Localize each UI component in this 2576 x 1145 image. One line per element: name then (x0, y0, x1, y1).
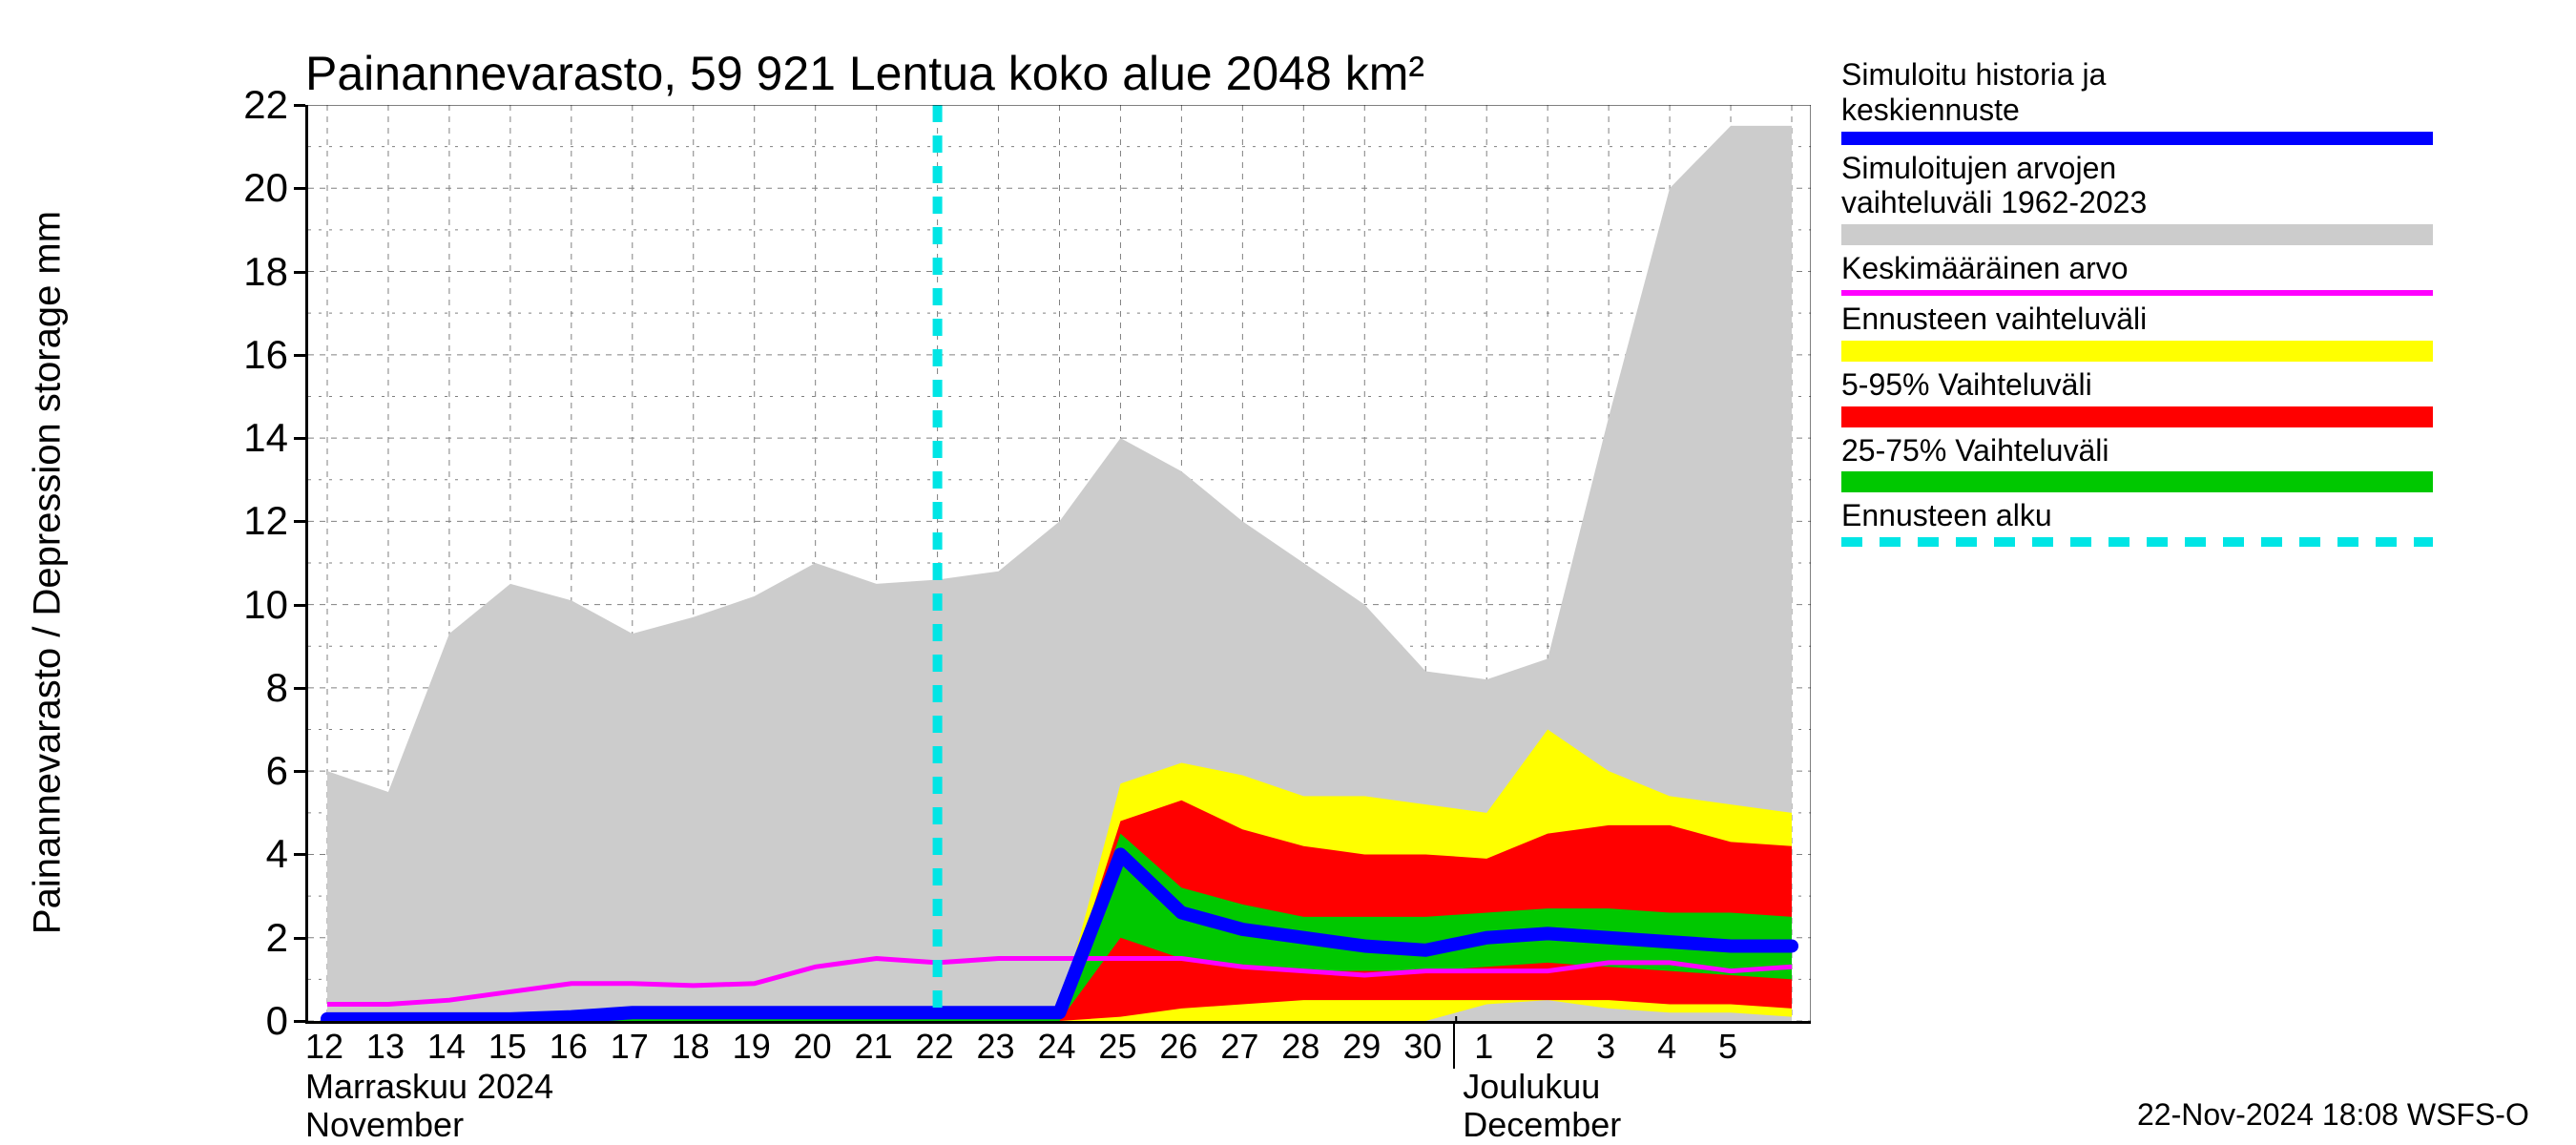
x-tick-label: 2 (1535, 1027, 1554, 1067)
x-tick-label: 20 (794, 1027, 832, 1067)
y-tick-label: 14 (0, 415, 288, 461)
legend-swatch (1841, 224, 2433, 245)
x-tick-label: 29 (1342, 1027, 1381, 1067)
legend-item: 5-95% Vaihteluväli (1841, 367, 2433, 427)
x-tick-label: 25 (1098, 1027, 1136, 1067)
chart-container: Painannevarasto / Depression storage mm … (0, 0, 2576, 1145)
legend-item: Simuloitu historia jakeskiennuste (1841, 57, 2433, 145)
x-month-label: Marraskuu 2024 (305, 1067, 553, 1107)
y-tick-label: 16 (0, 332, 288, 378)
x-tick-label: 19 (733, 1027, 771, 1067)
footer-timestamp: 22-Nov-2024 18:08 WSFS-O (2137, 1097, 2529, 1133)
y-tick-label: 20 (0, 165, 288, 211)
legend: Simuloitu historia jakeskiennusteSimuloi… (1841, 57, 2433, 552)
legend-label: Ennusteen vaihteluväli (1841, 302, 2433, 337)
legend-item: Ennusteen alku (1841, 498, 2433, 547)
x-tick-label: 26 (1159, 1027, 1197, 1067)
legend-label: vaihteluväli 1962-2023 (1841, 185, 2433, 220)
plot-svg (308, 105, 1811, 1021)
x-month-label: December (1463, 1105, 1621, 1145)
legend-label: 5-95% Vaihteluväli (1841, 367, 2433, 403)
y-tick-label: 18 (0, 249, 288, 295)
y-tick-label: 4 (0, 831, 288, 877)
legend-label: Keskimääräinen arvo (1841, 251, 2433, 286)
y-tick-label: 12 (0, 498, 288, 544)
y-tick-label: 0 (0, 998, 288, 1044)
x-tick-label: 24 (1037, 1027, 1075, 1067)
legend-item: Simuloitujen arvojenvaihteluväli 1962-20… (1841, 151, 2433, 246)
y-axis-title: Painannevarasto / Depression storage mm (27, 211, 70, 934)
x-tick-label: 5 (1718, 1027, 1737, 1067)
x-tick-label: 15 (488, 1027, 527, 1067)
x-tick-label: 18 (672, 1027, 710, 1067)
x-tick-label: 30 (1403, 1027, 1442, 1067)
y-tick-label: 6 (0, 748, 288, 794)
x-month-label: November (305, 1105, 464, 1145)
chart-title: Painannevarasto, 59 921 Lentua koko alue… (305, 46, 1424, 101)
legend-swatch (1841, 406, 2433, 427)
legend-label: Ennusteen alku (1841, 498, 2433, 533)
legend-swatch (1841, 471, 2433, 492)
x-month-label: Joulukuu (1463, 1067, 1600, 1107)
x-tick-label: 23 (977, 1027, 1015, 1067)
legend-swatch (1841, 341, 2433, 362)
plot-area (305, 105, 1811, 1024)
legend-swatch (1841, 537, 2433, 547)
x-tick-label: 12 (305, 1027, 343, 1067)
legend-swatch (1841, 132, 2433, 145)
x-tick-label: 17 (611, 1027, 649, 1067)
legend-label: keskiennuste (1841, 93, 2433, 128)
legend-label: Simuloitu historia ja (1841, 57, 2433, 93)
x-tick-label: 21 (855, 1027, 893, 1067)
y-tick-label: 10 (0, 582, 288, 628)
x-tick-label: 16 (550, 1027, 588, 1067)
legend-swatch (1841, 290, 2433, 296)
y-tick-label: 2 (0, 915, 288, 961)
legend-item: Ennusteen vaihteluväli (1841, 302, 2433, 362)
legend-label: 25-75% Vaihteluväli (1841, 433, 2433, 468)
x-tick-label: 27 (1220, 1027, 1258, 1067)
legend-item: Keskimääräinen arvo (1841, 251, 2433, 296)
x-tick-label: 13 (366, 1027, 405, 1067)
x-tick-label: 28 (1281, 1027, 1319, 1067)
x-tick-label: 3 (1596, 1027, 1615, 1067)
x-tick-label: 1 (1474, 1027, 1493, 1067)
x-tick-label: 4 (1657, 1027, 1676, 1067)
y-tick-label: 8 (0, 665, 288, 711)
legend-item: 25-75% Vaihteluväli (1841, 433, 2433, 493)
x-tick-label: 22 (916, 1027, 954, 1067)
legend-label: Simuloitujen arvojen (1841, 151, 2433, 186)
y-tick-label: 22 (0, 82, 288, 128)
x-tick-label: 14 (427, 1027, 466, 1067)
